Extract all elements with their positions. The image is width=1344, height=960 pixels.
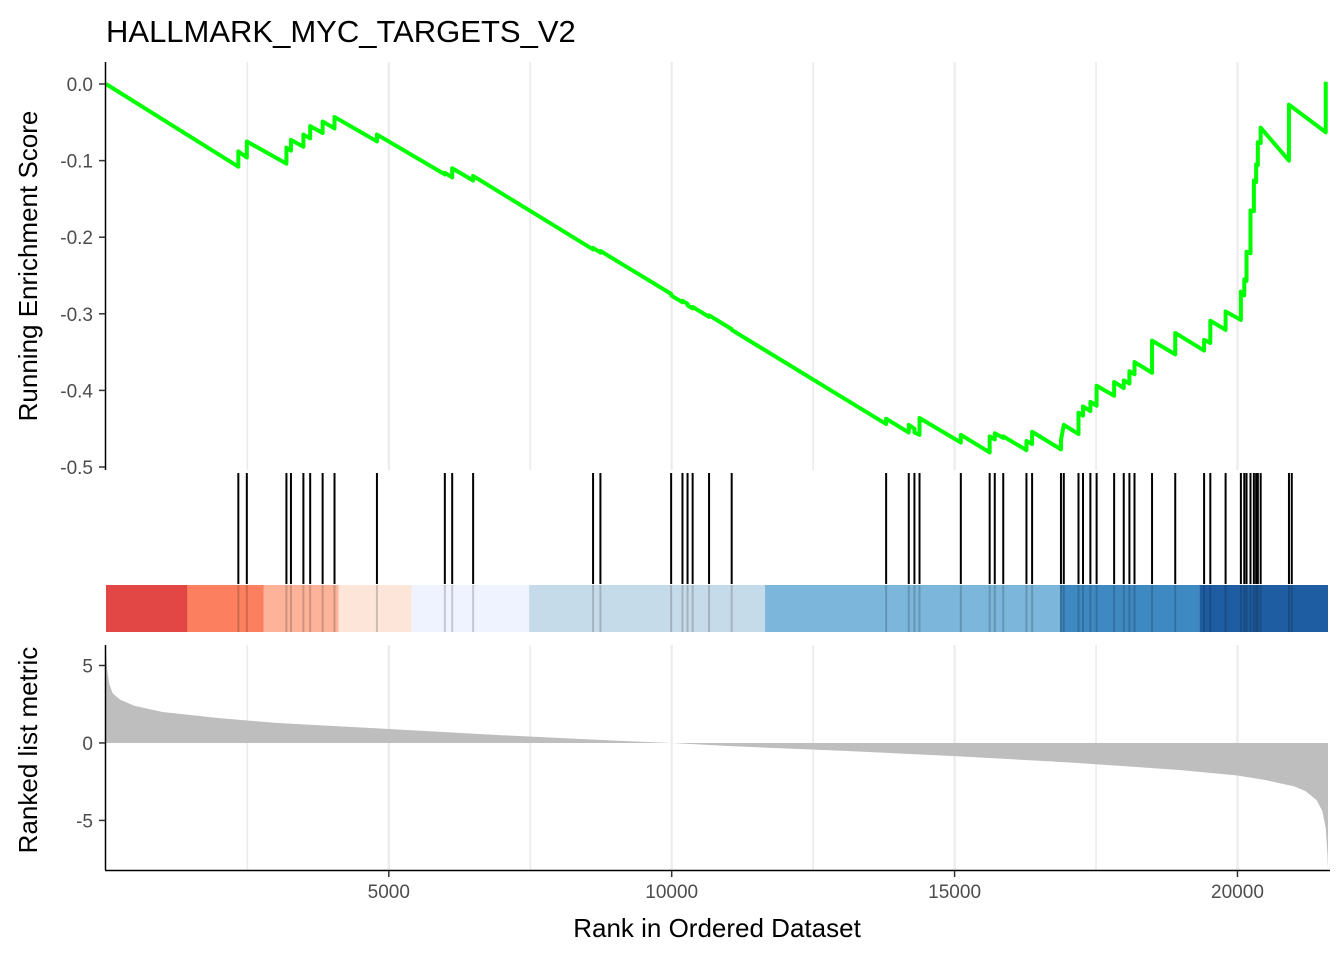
color-band [411, 585, 530, 632]
x-tick-label: 5000 [368, 882, 410, 903]
color-band [1059, 585, 1200, 632]
chart-title: HALLMARK_MYC_TARGETS_V2 [106, 14, 576, 49]
enrichment-y-axis-title: Running Enrichment Score [13, 111, 43, 422]
y-tick-label: -5 [76, 811, 93, 832]
color-band [187, 585, 264, 632]
y-tick-label: -0.3 [60, 305, 93, 326]
color-band [1199, 585, 1328, 632]
y-tick-label: -0.4 [60, 381, 93, 402]
y-tick-label: 5 [82, 656, 93, 677]
x-ticks: 5000 10000 15000 20000 [368, 871, 1264, 903]
color-band [765, 585, 1060, 632]
enrichment-score-line [104, 81, 1328, 455]
metric-y-axis-title: Ranked list metric [13, 647, 43, 854]
ranked-metric-area [106, 650, 1328, 870]
color-band [263, 585, 339, 632]
y-tick-label: 0.0 [67, 75, 93, 96]
color-band [529, 585, 766, 632]
x-tick-label: 15000 [928, 882, 981, 903]
y-tick-label: -0.2 [60, 228, 93, 249]
x-axis-title: Rank in Ordered Dataset [573, 913, 861, 943]
x-tick-label: 20000 [1211, 882, 1264, 903]
x-tick-label: 10000 [645, 882, 698, 903]
metric-grid [246, 645, 1239, 870]
color-band [338, 585, 412, 632]
y-tick-label: 0 [82, 734, 93, 755]
metric-y-ticks: 5 0 -5 [76, 656, 105, 832]
enrichment-grid [246, 62, 1239, 470]
y-tick-label: -0.5 [60, 458, 93, 479]
color-band [106, 585, 188, 632]
y-tick-label: -0.1 [60, 152, 93, 173]
color-bands [106, 585, 1328, 632]
gene-hit-marks [237, 473, 1293, 632]
enrichment-y-ticks: 0.0 -0.1 -0.2 -0.3 -0.4 -0.5 [60, 75, 105, 479]
